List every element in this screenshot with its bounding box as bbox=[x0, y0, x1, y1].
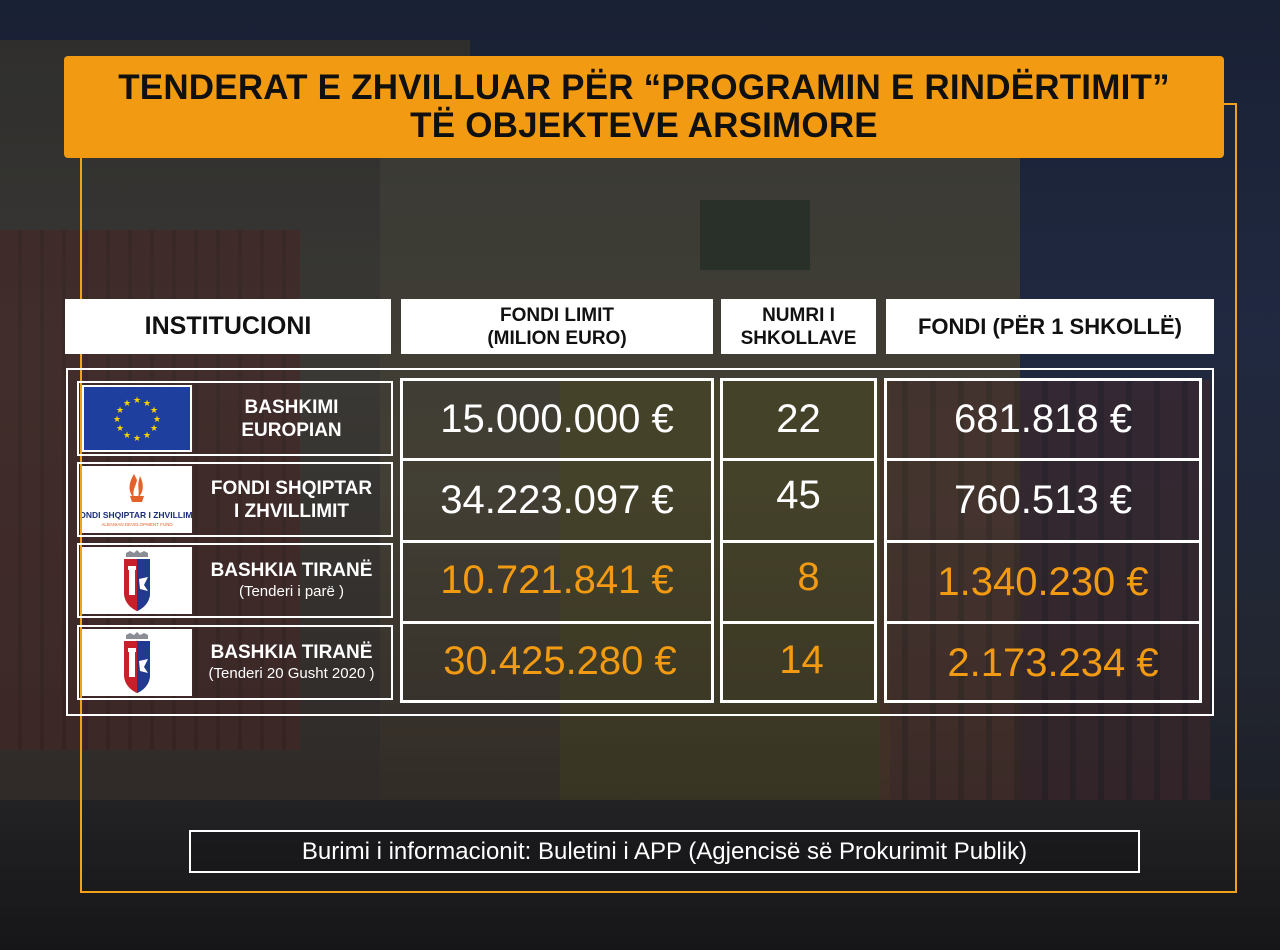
row-divider bbox=[400, 540, 714, 543]
eu-flag-icon: ★ ★ ★ ★ ★ ★ ★ ★ ★ ★ ★ ★ bbox=[82, 385, 192, 452]
header-fund-per-school: FONDI (PËR 1 SHKOLLË) bbox=[886, 299, 1214, 354]
tender-note: (Tenderi i parë ) bbox=[238, 583, 345, 600]
schools-value: 22 bbox=[776, 397, 821, 441]
svg-text:★: ★ bbox=[123, 399, 131, 409]
header-schools-line1: NUMRI I bbox=[762, 304, 835, 326]
svg-text:★: ★ bbox=[116, 424, 124, 434]
title-line-1: TENDERAT E ZHVILLUAR PËR “PROGRAMIN E RI… bbox=[118, 68, 1170, 107]
institution-name: BASHKIA TIRANË (Tenderi i parë ) bbox=[192, 559, 391, 602]
svg-text:★: ★ bbox=[113, 415, 121, 425]
per-school-value: 760.513 € bbox=[954, 478, 1132, 522]
header-fund-line1: FONDI LIMIT bbox=[500, 304, 614, 326]
svg-text:★: ★ bbox=[143, 431, 151, 441]
svg-text:★: ★ bbox=[150, 406, 158, 416]
header-institution: INSTITUCIONI bbox=[65, 299, 391, 354]
source-note: Burimi i informacionit: Buletini i APP (… bbox=[189, 830, 1140, 873]
schools-value: 45 bbox=[776, 473, 821, 517]
fund-value: 10.721.841 € bbox=[440, 558, 674, 602]
header-fund-limit: FONDI LIMIT (MILION EURO) bbox=[401, 299, 713, 354]
row-divider bbox=[720, 540, 877, 543]
eu-stars-icon: ★ ★ ★ ★ ★ ★ ★ ★ ★ ★ ★ ★ bbox=[113, 396, 161, 444]
tirana-municipality-emblem bbox=[82, 547, 192, 614]
svg-text:★: ★ bbox=[133, 434, 141, 444]
svg-text:FONDI SHQIPTAR I ZHVILLIMIT: FONDI SHQIPTAR I ZHVILLIMIT bbox=[82, 510, 192, 520]
background-ground bbox=[0, 800, 1280, 950]
row-divider bbox=[720, 621, 877, 624]
institution-name-line1: BASHKIMI bbox=[244, 396, 339, 418]
svg-text:★: ★ bbox=[133, 396, 141, 406]
institution-name-line1: BASHKIA TIRANË bbox=[210, 560, 373, 581]
institution-row-adf: FONDI SHQIPTAR I ZHVILLIMIT ALBANIAN DEV… bbox=[74, 462, 393, 537]
svg-text:★: ★ bbox=[150, 424, 158, 434]
title-line-2: TË OBJEKTEVE ARSIMORE bbox=[410, 106, 878, 145]
svg-text:★: ★ bbox=[123, 431, 131, 441]
per-school-value: 1.340.230 € bbox=[937, 560, 1149, 604]
header-fund-line2: (MILION EURO) bbox=[487, 327, 627, 349]
schools-value: 8 bbox=[797, 555, 820, 599]
institution-name: BASHKIMI EUROPIAN bbox=[192, 396, 391, 442]
row-divider bbox=[884, 458, 1202, 461]
institution-name-line2: I ZHVILLIMIT bbox=[233, 500, 350, 522]
background-brick-facade bbox=[880, 380, 1210, 800]
albanian-development-fund-logo: FONDI SHQIPTAR I ZHVILLIMIT ALBANIAN DEV… bbox=[74, 466, 201, 533]
institution-name: FONDI SHQIPTAR I ZHVILLIMIT bbox=[192, 477, 391, 523]
institution-row-tirana-1: BASHKIA TIRANË (Tenderi i parë ) bbox=[77, 543, 393, 618]
institution-name-line1: FONDI SHQIPTAR bbox=[210, 477, 373, 499]
row-divider bbox=[400, 458, 714, 461]
row-divider bbox=[884, 540, 1202, 543]
fund-value: 34.223.097 € bbox=[440, 478, 674, 522]
tender-note: (Tenderi 20 Gusht 2020 ) bbox=[208, 665, 375, 682]
schools-value: 14 bbox=[779, 638, 824, 682]
svg-text:★: ★ bbox=[116, 406, 124, 416]
institution-row-tirana-2: BASHKIA TIRANË (Tenderi 20 Gusht 2020 ) bbox=[77, 625, 393, 700]
header-schools-line2: SHKOLLAVE bbox=[740, 327, 857, 349]
adf-flame-icon: FONDI SHQIPTAR I ZHVILLIMIT ALBANIAN DEV… bbox=[74, 474, 201, 527]
background-yellow-facade bbox=[560, 380, 890, 800]
svg-text:★: ★ bbox=[153, 415, 161, 425]
background-window bbox=[700, 200, 810, 270]
fund-value: 30.425.280 € bbox=[443, 639, 677, 683]
per-school-value: 681.818 € bbox=[954, 397, 1132, 441]
row-divider bbox=[884, 621, 1202, 624]
per-school-value: 2.173.234 € bbox=[947, 641, 1159, 685]
svg-text:ALBANIAN DEVELOPMENT FUND: ALBANIAN DEVELOPMENT FUND bbox=[101, 522, 173, 527]
fund-value: 15.000.000 € bbox=[440, 397, 674, 441]
institution-name: BASHKIA TIRANË (Tenderi 20 Gusht 2020 ) bbox=[192, 641, 391, 684]
tirana-municipality-emblem bbox=[82, 629, 192, 696]
row-divider bbox=[720, 458, 877, 461]
title-banner: TENDERAT E ZHVILLUAR PËR “PROGRAMIN E RI… bbox=[64, 56, 1224, 158]
row-divider bbox=[400, 621, 714, 624]
table-panel bbox=[66, 368, 1214, 716]
institution-row-eu: ★ ★ ★ ★ ★ ★ ★ ★ ★ ★ ★ ★ B bbox=[77, 381, 393, 456]
institution-name-line1: BASHKIA TIRANË bbox=[210, 642, 373, 663]
header-school-count: NUMRI I SHKOLLAVE bbox=[721, 299, 876, 354]
svg-text:★: ★ bbox=[143, 399, 151, 409]
institution-name-line2: EUROPIAN bbox=[241, 419, 342, 441]
